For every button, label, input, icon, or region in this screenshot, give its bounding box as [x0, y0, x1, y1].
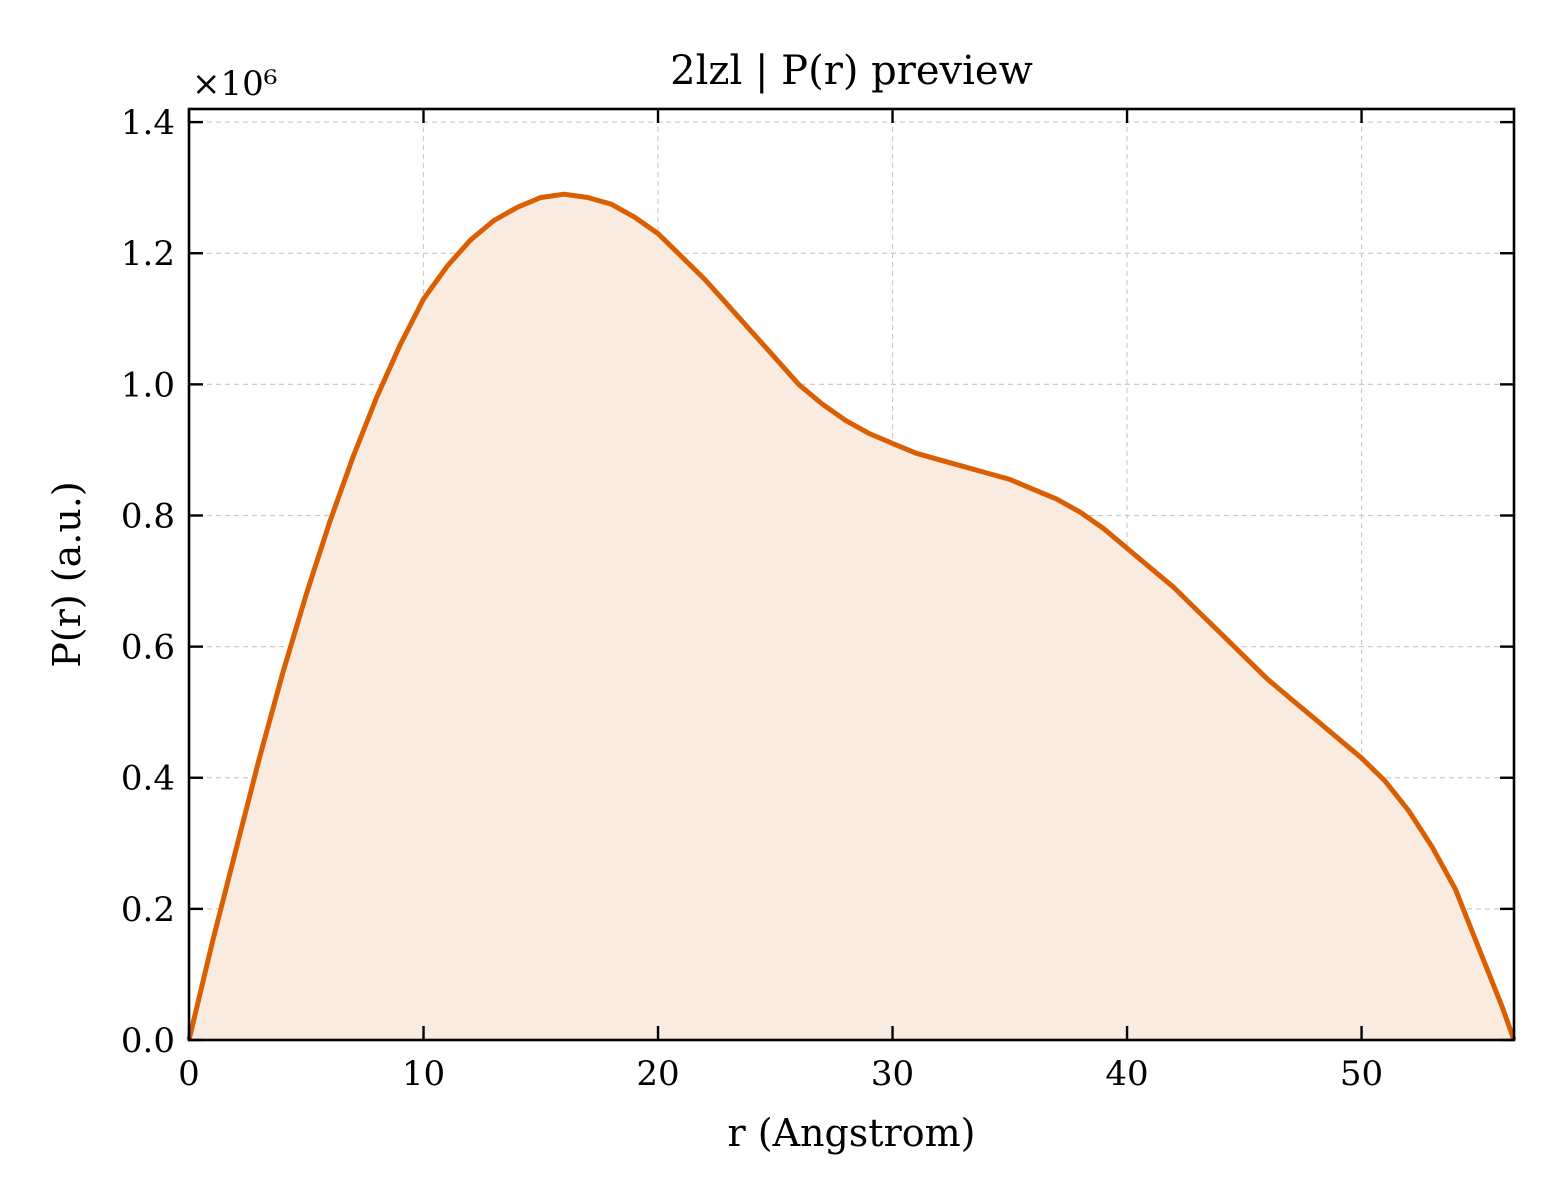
series-line — [186, 191, 1517, 1041]
y-tick-label: 0.8 — [121, 496, 175, 536]
y-tick-label: 0.2 — [121, 890, 175, 930]
x-tick-label: 50 — [1340, 1054, 1383, 1094]
x-tick-label: 40 — [1105, 1054, 1148, 1094]
y-tick-label: 0.0 — [121, 1021, 175, 1061]
y-tick-label: 0.6 — [121, 628, 175, 668]
x-axis-label: r (Angstrom) — [728, 1111, 976, 1155]
x-tick-label: 0 — [178, 1054, 200, 1094]
x-tick-label: 30 — [871, 1054, 914, 1094]
y-multiplier-label: ×10⁶ — [192, 64, 277, 104]
ticks: 0 10 20 30 40 50 0.0 0.2 0.4 0.6 0.8 1.0 1.2 1.4 — [121, 103, 1514, 1094]
y-tick-label: 0.4 — [121, 759, 175, 799]
area-fill — [189, 194, 1514, 1040]
chart-title: 2lzl | P(r) preview — [670, 48, 1033, 94]
y-tick-label: 1.2 — [121, 234, 175, 274]
x-tick-label: 20 — [636, 1054, 679, 1094]
y-tick-label: 1.0 — [121, 365, 175, 405]
y-tick-label: 1.4 — [121, 103, 175, 143]
x-tick-label: 10 — [402, 1054, 445, 1094]
y-axis-label: P(r) (a.u.) — [45, 481, 89, 667]
plot-frame — [187, 107, 1516, 1042]
